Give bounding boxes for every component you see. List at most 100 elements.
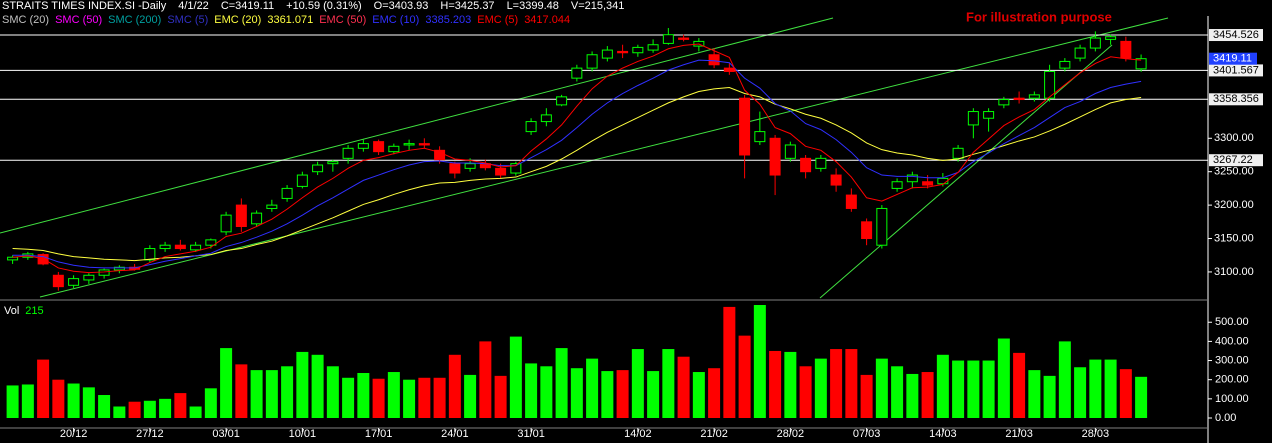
y-tick-label: 0.00 [1215,412,1236,424]
candle-body [251,212,263,225]
x-tick-label: 21/02 [700,428,728,440]
volume-bar [647,371,660,418]
candle-body [388,145,400,153]
legend-entry: SMC (20) [2,14,49,26]
volume-bar [1104,359,1117,418]
volume-bar [6,385,19,418]
candle-body [1044,70,1056,99]
y-tick-label: 100.00 [1215,393,1249,405]
candle-body [739,97,751,156]
header-item: 4/1/22 [178,0,209,12]
candle-body [327,161,339,165]
candle-body [876,207,888,246]
candle-body [220,214,232,233]
candle-body [510,163,522,174]
volume-bar [220,348,233,418]
volume-bar [189,406,202,418]
x-tick-label: 24/01 [441,428,469,440]
candle-body [7,256,19,261]
candle-body [266,204,278,209]
trend-line [819,44,1113,299]
volume-bar [830,349,843,418]
candle-body [647,44,659,51]
candle-body [373,141,385,153]
volume-bar [967,360,980,418]
legend-entry: SMC (5) [167,14,208,26]
legend: SMC (20) SMC (50) SMC (200) SMC (5) EMC (20)… [2,14,570,26]
volume-bar [52,379,65,418]
x-tick-label: 28/02 [777,428,805,440]
candle-body [891,181,903,189]
volume-bar [403,379,416,418]
legend-entry: EMC (10) [372,14,419,26]
volume-bar [433,377,446,418]
volume-bar [525,363,538,418]
volume-bar [372,378,385,418]
header-item: +10.59 (0.31%) [286,0,362,12]
candle-body [601,49,613,59]
legend-entry: EMC (5) [477,14,518,26]
volume-bar [448,354,461,418]
x-tick-label: 31/01 [517,428,545,440]
candle-body [861,221,873,240]
candle-body [281,187,293,199]
header: STRAITS TIMES INDEX.SI -Daily 4/1/22 C=341… [2,0,624,12]
level-label: 3401.567 [1213,64,1259,76]
volume-bar [494,375,507,418]
volume-bar [921,372,934,418]
header-item: O=3403.93 [374,0,429,12]
volume-bar [952,360,965,418]
volume-bar [875,358,888,418]
volume-bar [174,393,187,418]
candle-body [967,111,979,126]
volume-bar [586,358,599,418]
volume-bar [738,335,751,418]
candle-body [68,278,80,286]
x-tick-label: 17/01 [365,428,393,440]
candle-body [113,266,125,271]
candle-body [464,163,476,169]
volume-bar [418,377,431,418]
candle-body [312,164,324,173]
volume-bar [769,350,782,418]
candle-body [998,99,1010,106]
candle-body [586,54,598,69]
candle-body [98,269,110,276]
level-label: 3358.356 [1213,93,1259,105]
candle-body [800,157,812,173]
volume-bar [784,351,797,418]
candle-body [174,244,186,250]
candle-body [769,137,781,176]
ema-line [12,43,1142,274]
volume-bar [860,374,873,418]
volume-bar [982,360,995,418]
candle-body [754,131,766,143]
volume-bar [281,366,294,418]
candle-body [159,244,171,250]
y-tick-label: 3250.00 [1214,166,1254,178]
candle-body [556,96,568,106]
volume-bar [113,406,126,418]
x-tick-label: 27/12 [136,428,164,440]
volume-legend: Vol 215 [4,305,44,317]
volume-bar [1028,370,1041,418]
legend-entry: EMC (50) [319,14,366,26]
candle-body [662,34,674,44]
candle-body [144,248,156,261]
volume-bar [662,349,675,418]
volume-bar [540,366,553,418]
candle-body [632,46,644,54]
y-tick-label: 3200.00 [1214,199,1254,211]
candle-body [540,114,552,123]
volume-bar [1119,369,1132,418]
volume-bar [98,395,111,418]
volume-bar [1089,359,1102,418]
volume-bar [128,401,141,418]
candle-body [495,167,507,176]
candle-body [37,254,49,265]
candle-body [1135,58,1147,70]
candle-body [830,174,842,186]
candle-body [1074,47,1086,59]
volume-bar [1074,367,1087,418]
volume-bar [845,349,858,418]
